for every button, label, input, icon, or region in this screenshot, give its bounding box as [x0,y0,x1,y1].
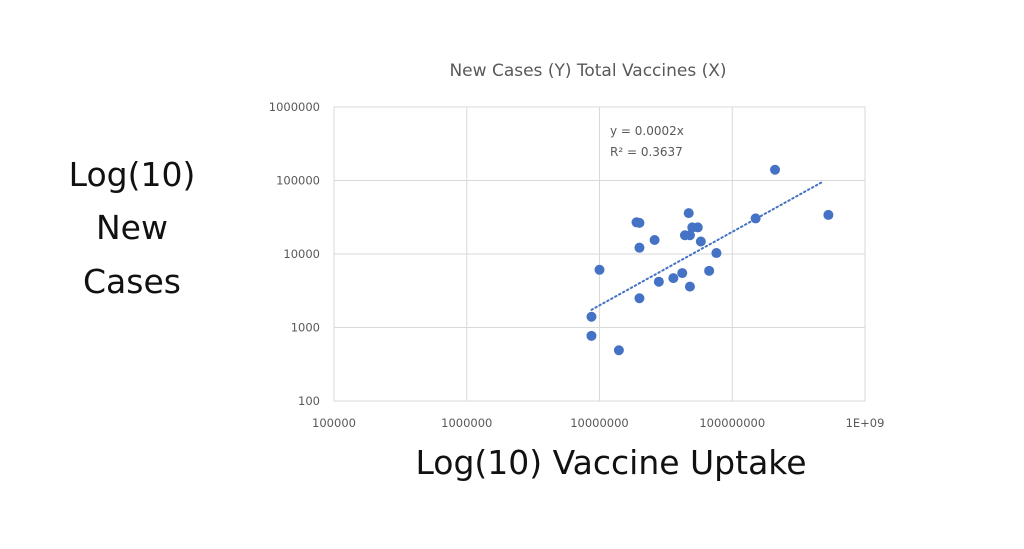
data-point [677,268,688,279]
data-point [634,217,645,228]
y-axis-label-line-2: New [96,208,168,247]
tick-labels: 100 1000 10000 100000 1000000 100000 1000000 10… [269,100,885,430]
data-point [668,273,679,284]
data-point [711,248,722,259]
trendline-group [590,181,823,311]
data-point [613,345,624,356]
x-axis-label: Log(10) Vaccine Uptake [415,443,806,482]
x-tick-label: 1E+09 [846,416,885,430]
data-point [692,222,703,233]
chart-title: New Cases (Y) Total Vaccines (X) [449,61,726,81]
trendline-equation: y = 0.0002x [610,124,684,138]
data-point [594,264,605,275]
y-tick-label: 1000 [291,321,320,335]
data-point [586,330,597,341]
grid-lines [333,106,866,402]
y-axis-label-line-3: Cases [83,262,181,301]
trendline-r-squared: R² = 0.3637 [610,145,683,159]
x-tick-label: 100000 [312,416,356,430]
y-axis-label-line-1: Log(10) [69,155,196,194]
data-point [684,230,695,241]
data-points [586,164,834,356]
y-tick-label: 100 [298,394,320,408]
x-tick-label: 1000000 [441,416,492,430]
y-tick-label: 10000 [283,247,320,261]
data-point [586,311,597,322]
trendline [590,181,823,311]
data-point [649,235,660,246]
data-point [634,242,645,253]
data-point [704,265,715,276]
data-point [684,281,695,292]
data-point [823,209,834,220]
y-tick-label: 100000 [276,174,320,188]
x-tick-label: 100000000 [699,416,765,430]
plot-frame [333,106,866,402]
data-point [750,213,761,224]
data-point [695,236,706,247]
data-point [634,293,645,304]
data-point [683,208,694,219]
x-tick-label: 10000000 [570,416,629,430]
data-point [770,164,781,175]
y-tick-label: 1000000 [269,100,320,114]
data-point [653,276,664,287]
